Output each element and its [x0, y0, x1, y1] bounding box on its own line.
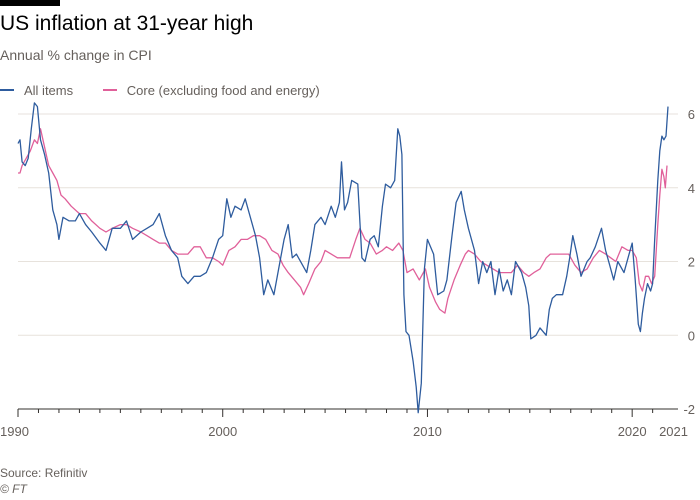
y-tick-label-6: 6: [688, 107, 695, 122]
chart-legend: All items Core (excluding food and energ…: [0, 79, 346, 98]
line-chart: -2 0 2 4 6 1990 2000 2010 2020 2021: [0, 102, 695, 439]
legend-entry-all-items: All items: [0, 83, 73, 98]
series-line-all-items: [17, 102, 669, 414]
y-tick-label--2: -2: [683, 402, 695, 417]
chart-subtitle: Annual % change in CPI: [0, 47, 152, 63]
source-note: Source: Refinitiv: [0, 466, 88, 480]
legend-swatch-core: [102, 89, 117, 91]
x-tick-label-2021: 2021: [659, 424, 688, 439]
x-tick-label-2020: 2020: [618, 424, 647, 439]
x-axis: 1990 2000 2010 2020 2021: [0, 409, 688, 439]
gridlines: [18, 113, 678, 410]
x-tick-label-2010: 2010: [413, 424, 442, 439]
y-tick-label-0: 0: [688, 328, 695, 343]
y-tick-label-4: 4: [688, 181, 695, 196]
legend-label-core: Core (excluding food and energy): [126, 82, 320, 98]
y-tick-label-2: 2: [688, 255, 695, 270]
series-lines: [17, 102, 669, 414]
ft-credit: © FT: [0, 482, 27, 496]
legend-entry-core: Core (excluding food and energy): [102, 82, 320, 98]
series-line-core-excluding-food-and-energy: [18, 128, 668, 314]
y-axis-ticks: -2 0 2 4 6: [683, 107, 695, 417]
chart-title: US inflation at 31-year high: [0, 12, 254, 35]
legend-label-all-items: All items: [24, 82, 74, 98]
legend-swatch-all-items: [0, 89, 14, 91]
x-tick-label-2000: 2000: [208, 424, 237, 439]
x-tick-label-1990: 1990: [0, 424, 29, 439]
ft-top-bar: [0, 0, 60, 6]
